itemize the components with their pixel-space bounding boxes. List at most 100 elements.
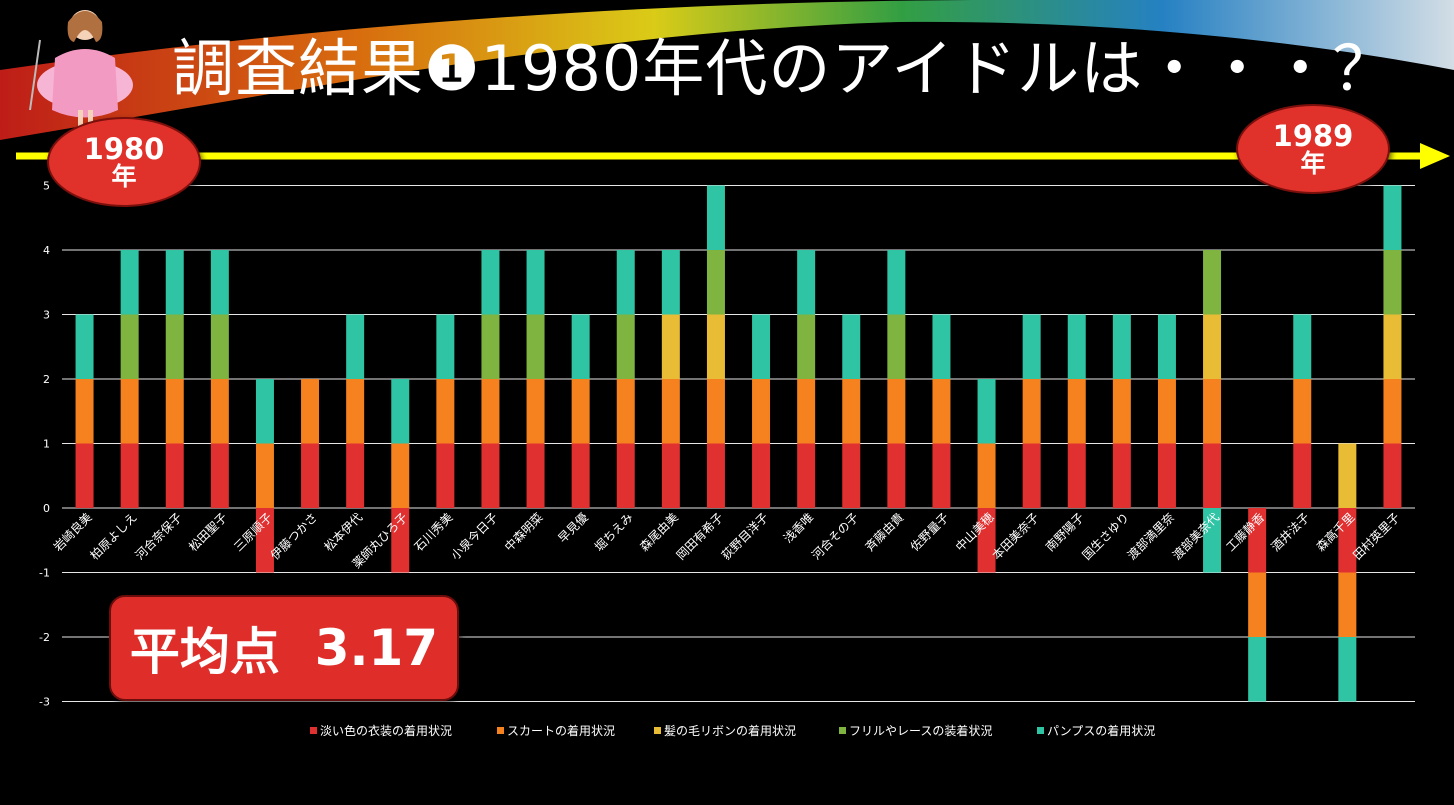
bar-segment xyxy=(977,508,996,573)
timeline-arrow xyxy=(16,143,1450,169)
legend-swatch xyxy=(310,727,317,734)
bar-segment xyxy=(436,379,455,444)
bar-segment xyxy=(165,379,184,444)
bar-segment xyxy=(661,443,680,508)
bar-segment xyxy=(436,443,455,508)
x-tick-label: 浅香唯 xyxy=(781,510,816,545)
bar-segment xyxy=(1383,379,1402,444)
bar-segment xyxy=(616,250,635,315)
bar-segment xyxy=(977,443,996,508)
x-tick-label: 中森明菜 xyxy=(501,510,546,555)
legend-swatch xyxy=(654,727,661,734)
legend-label: パンプスの着用状況 xyxy=(1047,723,1155,738)
bar-segment xyxy=(977,379,996,444)
bar-segment xyxy=(1067,379,1086,444)
bar-segment xyxy=(1022,379,1041,444)
bar-segment xyxy=(1067,443,1086,508)
bar-segment xyxy=(842,314,861,379)
bar-segment xyxy=(661,314,680,379)
bar-segment xyxy=(752,379,771,444)
bar-segment xyxy=(210,314,229,379)
x-tick-label: 松田聖子 xyxy=(186,510,230,554)
bar-segment xyxy=(436,314,455,379)
bar-segment xyxy=(1383,185,1402,250)
x-tick-label: 松本伊代 xyxy=(321,510,365,554)
bar-segment xyxy=(120,379,139,444)
bar-segment xyxy=(797,314,816,379)
x-tick-label: 河合その子 xyxy=(808,510,861,563)
bar-segment xyxy=(120,314,139,379)
legend-label: 淡い色の衣装の着用状況 xyxy=(320,723,452,738)
bar-segment xyxy=(1203,314,1222,379)
bar-segment xyxy=(1157,379,1176,444)
legend-label: フリルやレースの装着状況 xyxy=(849,723,992,738)
start-year-badge: 1980 年 xyxy=(47,117,201,207)
end-year-unit: 年 xyxy=(1300,149,1326,179)
x-tick-label: 荻野目洋子 xyxy=(718,510,771,563)
bar-segment xyxy=(932,443,951,508)
x-tick-label: 伊藤つかさ xyxy=(268,510,320,562)
x-tick-label: 早見優 xyxy=(555,510,590,545)
legend: 淡い色の衣装の着用状況 スカートの着用状況 髪の毛リボンの着用状況 フリルやレースの装… xyxy=(310,723,1155,738)
x-tick-label: 田村英里子 xyxy=(1350,510,1402,562)
bar-segment xyxy=(391,443,410,508)
bar-segment xyxy=(706,443,725,508)
end-year-number: 1989 xyxy=(1272,118,1354,153)
bar-segment xyxy=(210,443,229,508)
bar-segment xyxy=(210,379,229,444)
bar-segment xyxy=(481,443,500,508)
end-year-badge: 1989 年 xyxy=(1236,104,1390,194)
bar-segment xyxy=(616,379,635,444)
bar-segment xyxy=(1293,314,1312,379)
bar-segment xyxy=(165,443,184,508)
average-label: 平均点 xyxy=(129,623,280,681)
bar-segment xyxy=(1157,314,1176,379)
bar-segment xyxy=(887,314,906,379)
x-tick-label: 渡部満里奈 xyxy=(1124,510,1177,563)
bar-segment xyxy=(1248,637,1267,702)
bar-segment xyxy=(706,379,725,444)
bar-segment xyxy=(526,379,545,444)
legend-label: スカートの着用状況 xyxy=(507,723,615,738)
bar-segment xyxy=(797,250,816,315)
y-tick-label: 3 xyxy=(43,309,50,322)
legend-swatch xyxy=(839,727,846,734)
x-tick-label: 酒井法子 xyxy=(1269,510,1313,554)
legend-swatch xyxy=(1037,727,1044,734)
average-score-box: 平均点 3.17 xyxy=(109,595,459,701)
bar-segment xyxy=(752,314,771,379)
y-tick-label: 0 xyxy=(43,502,50,515)
y-tick-label: -1 xyxy=(39,567,50,580)
x-tick-label: 佐野量子 xyxy=(908,510,952,554)
bar-segment xyxy=(887,250,906,315)
bar-segment xyxy=(571,314,590,379)
bar-segment xyxy=(1203,443,1222,508)
x-tick-label: 国生さゆり xyxy=(1080,510,1132,562)
y-tick-label: 1 xyxy=(43,438,50,451)
bar-segment xyxy=(1338,508,1357,573)
bar-segment xyxy=(1248,572,1267,637)
y-axis-ticks: -3 -2 -1 0 1 2 3 4 5 xyxy=(39,180,50,709)
x-tick-label: 岡田有希子 xyxy=(673,510,726,563)
bar-segment xyxy=(932,379,951,444)
bar-segment xyxy=(255,443,274,508)
bar-segment xyxy=(1248,508,1267,573)
bar-segment xyxy=(661,379,680,444)
bar-segment xyxy=(1383,314,1402,379)
bar-segment xyxy=(526,443,545,508)
idol-illustration xyxy=(29,10,133,130)
bar-segment xyxy=(1203,379,1222,444)
bar-segment xyxy=(616,314,635,379)
bar-segment xyxy=(1203,508,1222,573)
page-title: 調査結果❶1980年代のアイドルは・・・？ xyxy=(172,32,1396,105)
bar-segment xyxy=(391,379,410,444)
bar-segment xyxy=(1293,443,1312,508)
bar-segment xyxy=(1203,250,1222,315)
bar-segment xyxy=(346,314,365,379)
bar-segment xyxy=(1112,314,1131,379)
bar-segment xyxy=(255,379,274,444)
bar-segment xyxy=(165,314,184,379)
bar-segment xyxy=(1383,250,1402,315)
header-decoration xyxy=(0,0,1454,140)
